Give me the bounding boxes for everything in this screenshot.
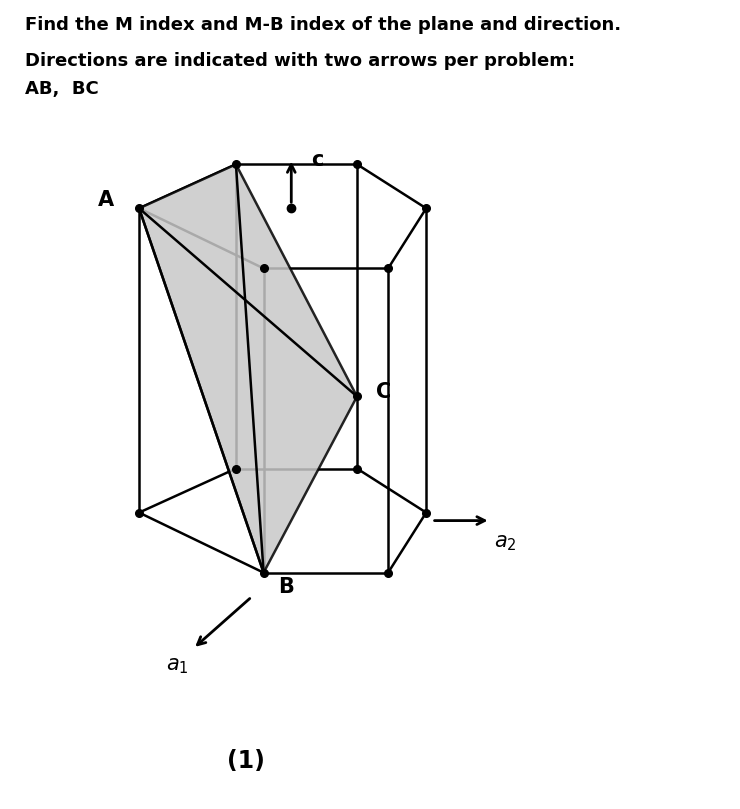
Text: B: B [278, 577, 294, 597]
Text: Find the M index and M-B index of the plane and direction.: Find the M index and M-B index of the pl… [25, 16, 621, 34]
Text: (1): (1) [227, 749, 265, 773]
Text: $a_2$: $a_2$ [494, 533, 517, 553]
Polygon shape [139, 164, 357, 573]
Text: A: A [98, 190, 114, 210]
Text: C: C [376, 383, 391, 403]
Text: $a_1$: $a_1$ [166, 656, 189, 676]
Text: c: c [312, 150, 324, 171]
Text: AB,  BC: AB, BC [25, 80, 98, 98]
Text: Directions are indicated with two arrows per problem:: Directions are indicated with two arrows… [25, 53, 575, 70]
